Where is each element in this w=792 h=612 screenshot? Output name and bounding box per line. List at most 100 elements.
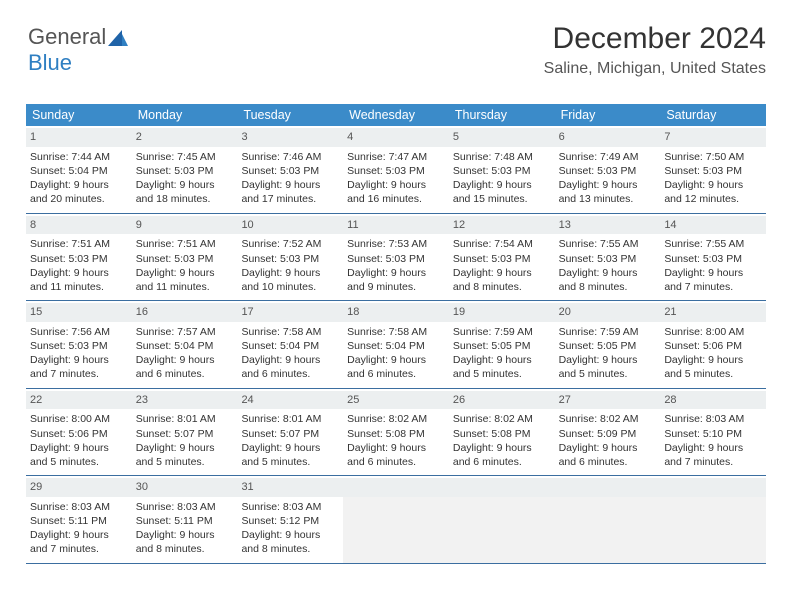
week-row: 8Sunrise: 7:51 AMSunset: 5:03 PMDaylight…	[26, 216, 766, 302]
sunset-line: Sunset: 5:04 PM	[347, 339, 445, 353]
sunset-line: Sunset: 5:10 PM	[664, 427, 762, 441]
sunrise-line: Sunrise: 7:55 AM	[559, 237, 657, 251]
daylight-line-2: and 6 minutes.	[559, 455, 657, 469]
weekday-header: Wednesday	[343, 104, 449, 126]
daylight-line-2: and 8 minutes.	[241, 542, 339, 556]
daylight-line-2: and 6 minutes.	[347, 367, 445, 381]
week-row: 22Sunrise: 8:00 AMSunset: 5:06 PMDayligh…	[26, 391, 766, 477]
daylight-line-2: and 5 minutes.	[453, 367, 551, 381]
day-cell: 24Sunrise: 8:01 AMSunset: 5:07 PMDayligh…	[237, 391, 343, 476]
sunrise-line: Sunrise: 7:48 AM	[453, 150, 551, 164]
day-number: 18	[343, 303, 449, 322]
sunrise-line: Sunrise: 7:45 AM	[136, 150, 234, 164]
day-number-empty	[555, 478, 661, 497]
day-cell: 8Sunrise: 7:51 AMSunset: 5:03 PMDaylight…	[26, 216, 132, 301]
day-cell: 3Sunrise: 7:46 AMSunset: 5:03 PMDaylight…	[237, 128, 343, 213]
daylight-line-1: Daylight: 9 hours	[664, 353, 762, 367]
day-number: 1	[26, 128, 132, 147]
daylight-line-2: and 5 minutes.	[559, 367, 657, 381]
daylight-line-1: Daylight: 9 hours	[136, 441, 234, 455]
sunset-line: Sunset: 5:11 PM	[136, 514, 234, 528]
day-number: 28	[660, 391, 766, 410]
sunrise-line: Sunrise: 8:02 AM	[347, 412, 445, 426]
day-number: 11	[343, 216, 449, 235]
sunrise-line: Sunrise: 8:01 AM	[241, 412, 339, 426]
daylight-line-2: and 8 minutes.	[453, 280, 551, 294]
sunset-line: Sunset: 5:08 PM	[453, 427, 551, 441]
day-number: 23	[132, 391, 238, 410]
sunrise-line: Sunrise: 7:57 AM	[136, 325, 234, 339]
day-number: 3	[237, 128, 343, 147]
sunset-line: Sunset: 5:03 PM	[664, 164, 762, 178]
daylight-line-2: and 5 minutes.	[664, 367, 762, 381]
daylight-line-2: and 7 minutes.	[664, 455, 762, 469]
day-cell: 11Sunrise: 7:53 AMSunset: 5:03 PMDayligh…	[343, 216, 449, 301]
sunrise-line: Sunrise: 7:52 AM	[241, 237, 339, 251]
sunrise-line: Sunrise: 7:53 AM	[347, 237, 445, 251]
weekday-header: Friday	[555, 104, 661, 126]
day-number: 24	[237, 391, 343, 410]
daylight-line-2: and 11 minutes.	[136, 280, 234, 294]
day-cell: 28Sunrise: 8:03 AMSunset: 5:10 PMDayligh…	[660, 391, 766, 476]
day-cell: 26Sunrise: 8:02 AMSunset: 5:08 PMDayligh…	[449, 391, 555, 476]
day-cell: 4Sunrise: 7:47 AMSunset: 5:03 PMDaylight…	[343, 128, 449, 213]
sunset-line: Sunset: 5:03 PM	[664, 252, 762, 266]
day-number: 31	[237, 478, 343, 497]
day-cell: 29Sunrise: 8:03 AMSunset: 5:11 PMDayligh…	[26, 478, 132, 563]
day-cell: 9Sunrise: 7:51 AMSunset: 5:03 PMDaylight…	[132, 216, 238, 301]
daylight-line-1: Daylight: 9 hours	[664, 178, 762, 192]
weekday-header: Thursday	[449, 104, 555, 126]
day-cell: 23Sunrise: 8:01 AMSunset: 5:07 PMDayligh…	[132, 391, 238, 476]
day-number-empty	[343, 478, 449, 497]
daylight-line-1: Daylight: 9 hours	[241, 353, 339, 367]
sunset-line: Sunset: 5:03 PM	[453, 252, 551, 266]
daylight-line-2: and 8 minutes.	[136, 542, 234, 556]
daylight-line-2: and 13 minutes.	[559, 192, 657, 206]
daylight-line-1: Daylight: 9 hours	[241, 528, 339, 542]
sunset-line: Sunset: 5:05 PM	[453, 339, 551, 353]
daylight-line-1: Daylight: 9 hours	[241, 441, 339, 455]
daylight-line-1: Daylight: 9 hours	[136, 353, 234, 367]
week-row: 1Sunrise: 7:44 AMSunset: 5:04 PMDaylight…	[26, 128, 766, 214]
week-row: 15Sunrise: 7:56 AMSunset: 5:03 PMDayligh…	[26, 303, 766, 389]
day-number: 10	[237, 216, 343, 235]
sunset-line: Sunset: 5:06 PM	[664, 339, 762, 353]
day-number: 13	[555, 216, 661, 235]
sunrise-line: Sunrise: 7:58 AM	[347, 325, 445, 339]
day-cell: 22Sunrise: 8:00 AMSunset: 5:06 PMDayligh…	[26, 391, 132, 476]
sunrise-line: Sunrise: 7:59 AM	[559, 325, 657, 339]
daylight-line-2: and 8 minutes.	[559, 280, 657, 294]
daylight-line-1: Daylight: 9 hours	[30, 528, 128, 542]
sunrise-line: Sunrise: 8:01 AM	[136, 412, 234, 426]
daylight-line-2: and 11 minutes.	[30, 280, 128, 294]
weekday-header: Monday	[132, 104, 238, 126]
day-number: 6	[555, 128, 661, 147]
day-number-empty	[449, 478, 555, 497]
daylight-line-2: and 10 minutes.	[241, 280, 339, 294]
daylight-line-2: and 6 minutes.	[347, 455, 445, 469]
sunset-line: Sunset: 5:03 PM	[136, 164, 234, 178]
daylight-line-1: Daylight: 9 hours	[241, 266, 339, 280]
sunset-line: Sunset: 5:04 PM	[241, 339, 339, 353]
daylight-line-1: Daylight: 9 hours	[30, 441, 128, 455]
daylight-line-1: Daylight: 9 hours	[559, 178, 657, 192]
weekday-header: Saturday	[660, 104, 766, 126]
sunset-line: Sunset: 5:03 PM	[30, 252, 128, 266]
sunrise-line: Sunrise: 7:44 AM	[30, 150, 128, 164]
day-cell: 21Sunrise: 8:00 AMSunset: 5:06 PMDayligh…	[660, 303, 766, 388]
logo: General Blue	[28, 24, 128, 76]
logo-sail-icon	[108, 30, 128, 46]
daylight-line-2: and 20 minutes.	[30, 192, 128, 206]
logo-text-blue: Blue	[28, 50, 72, 75]
day-number: 4	[343, 128, 449, 147]
daylight-line-2: and 7 minutes.	[30, 367, 128, 381]
day-number: 21	[660, 303, 766, 322]
daylight-line-1: Daylight: 9 hours	[136, 266, 234, 280]
daylight-line-2: and 5 minutes.	[241, 455, 339, 469]
sunrise-line: Sunrise: 7:55 AM	[664, 237, 762, 251]
sunrise-line: Sunrise: 7:54 AM	[453, 237, 551, 251]
sunrise-line: Sunrise: 7:47 AM	[347, 150, 445, 164]
day-cell: 16Sunrise: 7:57 AMSunset: 5:04 PMDayligh…	[132, 303, 238, 388]
sunset-line: Sunset: 5:03 PM	[559, 164, 657, 178]
sunrise-line: Sunrise: 7:50 AM	[664, 150, 762, 164]
